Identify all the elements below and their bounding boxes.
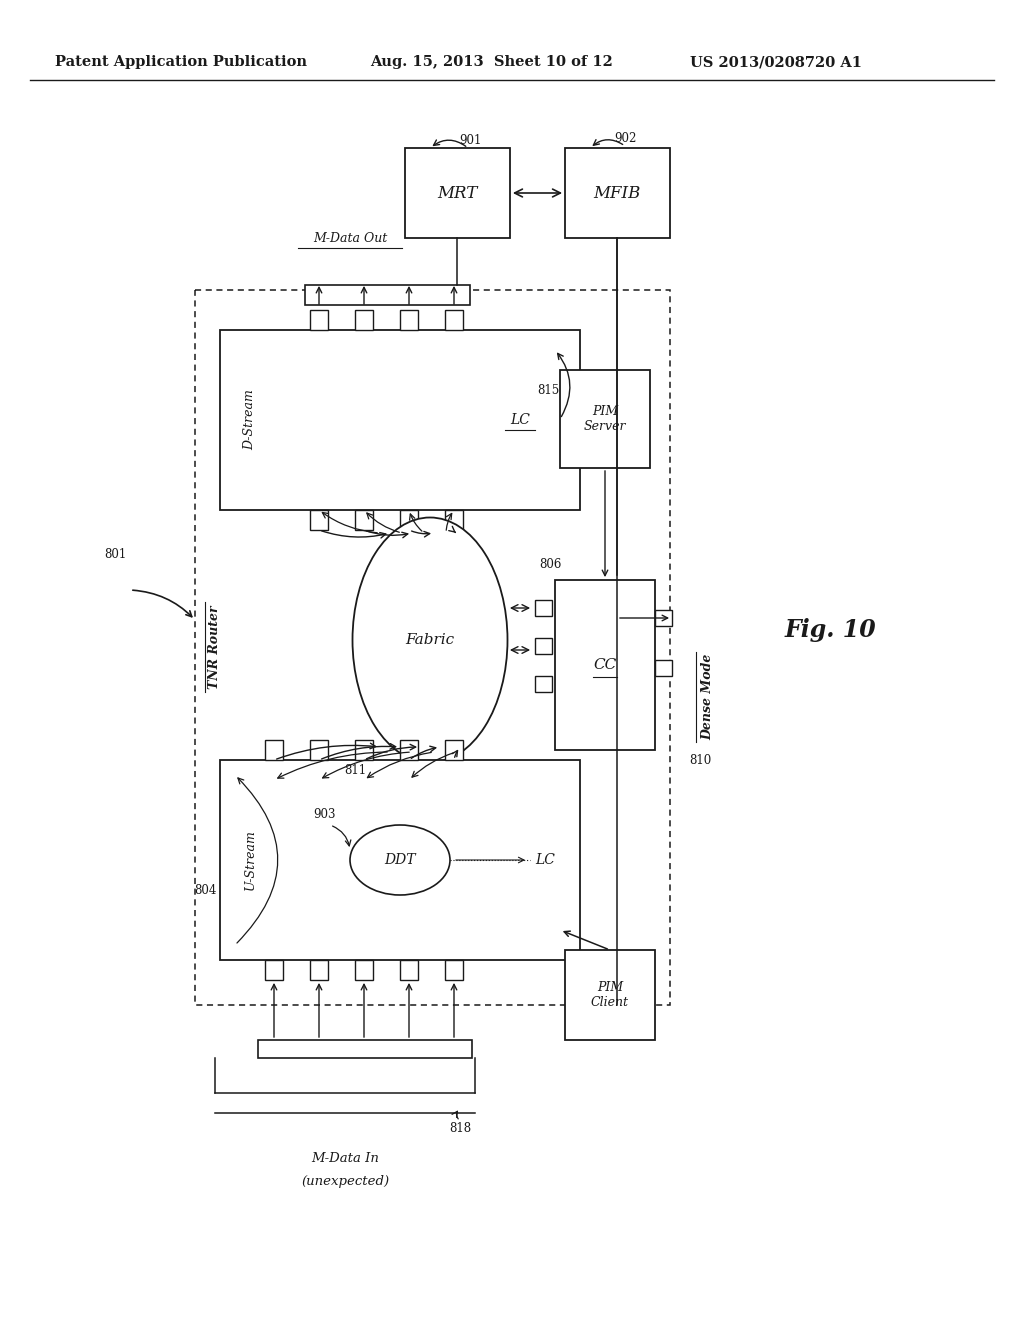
FancyBboxPatch shape xyxy=(220,760,580,960)
Text: PIM
Server: PIM Server xyxy=(584,405,627,433)
FancyBboxPatch shape xyxy=(305,285,470,305)
FancyBboxPatch shape xyxy=(400,960,418,979)
Text: Fig. 10: Fig. 10 xyxy=(784,618,876,642)
Text: 818: 818 xyxy=(449,1122,471,1134)
FancyBboxPatch shape xyxy=(445,960,463,979)
Text: MFIB: MFIB xyxy=(593,185,641,202)
FancyBboxPatch shape xyxy=(310,310,328,330)
Text: 902: 902 xyxy=(613,132,636,144)
Text: LC: LC xyxy=(536,853,555,867)
Text: M-Data In: M-Data In xyxy=(311,1151,379,1164)
FancyBboxPatch shape xyxy=(310,741,328,760)
FancyBboxPatch shape xyxy=(445,510,463,531)
Text: 804: 804 xyxy=(194,883,216,896)
Text: (unexpected): (unexpected) xyxy=(301,1175,389,1188)
Text: 903: 903 xyxy=(313,808,336,821)
FancyBboxPatch shape xyxy=(560,370,650,469)
Text: M-Data Out: M-Data Out xyxy=(313,231,387,244)
FancyBboxPatch shape xyxy=(310,510,328,531)
Text: 806: 806 xyxy=(539,558,561,572)
Text: Dense Mode: Dense Mode xyxy=(701,653,715,741)
Text: U-Stream: U-Stream xyxy=(244,829,256,891)
Text: Patent Application Publication: Patent Application Publication xyxy=(55,55,307,69)
FancyBboxPatch shape xyxy=(400,510,418,531)
FancyBboxPatch shape xyxy=(445,741,463,760)
FancyBboxPatch shape xyxy=(655,610,672,626)
Text: US 2013/0208720 A1: US 2013/0208720 A1 xyxy=(690,55,862,69)
FancyBboxPatch shape xyxy=(406,148,510,238)
Text: CC: CC xyxy=(593,657,616,672)
FancyBboxPatch shape xyxy=(220,330,580,510)
Text: 811: 811 xyxy=(344,763,366,776)
FancyBboxPatch shape xyxy=(310,960,328,979)
FancyBboxPatch shape xyxy=(555,579,655,750)
FancyBboxPatch shape xyxy=(355,310,373,330)
FancyBboxPatch shape xyxy=(535,638,552,653)
FancyBboxPatch shape xyxy=(445,310,463,330)
Text: TNR Router: TNR Router xyxy=(209,605,221,689)
Text: 815: 815 xyxy=(537,384,559,396)
Text: PIM
Client: PIM Client xyxy=(591,981,629,1008)
Text: 801: 801 xyxy=(103,549,126,561)
FancyBboxPatch shape xyxy=(565,148,670,238)
Text: DDT: DDT xyxy=(384,853,416,867)
FancyBboxPatch shape xyxy=(565,950,655,1040)
FancyBboxPatch shape xyxy=(400,310,418,330)
Text: LC: LC xyxy=(510,413,530,426)
Text: D-Stream: D-Stream xyxy=(244,389,256,450)
FancyBboxPatch shape xyxy=(655,660,672,676)
FancyBboxPatch shape xyxy=(265,960,283,979)
FancyBboxPatch shape xyxy=(535,601,552,616)
Ellipse shape xyxy=(352,517,508,763)
FancyBboxPatch shape xyxy=(355,510,373,531)
FancyBboxPatch shape xyxy=(258,1040,472,1059)
Text: 901: 901 xyxy=(459,133,481,147)
FancyBboxPatch shape xyxy=(355,741,373,760)
FancyBboxPatch shape xyxy=(535,676,552,692)
FancyBboxPatch shape xyxy=(265,741,283,760)
Ellipse shape xyxy=(350,825,450,895)
Text: MRT: MRT xyxy=(437,185,477,202)
Text: Aug. 15, 2013  Sheet 10 of 12: Aug. 15, 2013 Sheet 10 of 12 xyxy=(370,55,613,69)
FancyBboxPatch shape xyxy=(355,960,373,979)
FancyBboxPatch shape xyxy=(400,741,418,760)
Text: 810: 810 xyxy=(689,754,711,767)
Text: Fabric: Fabric xyxy=(406,634,455,647)
